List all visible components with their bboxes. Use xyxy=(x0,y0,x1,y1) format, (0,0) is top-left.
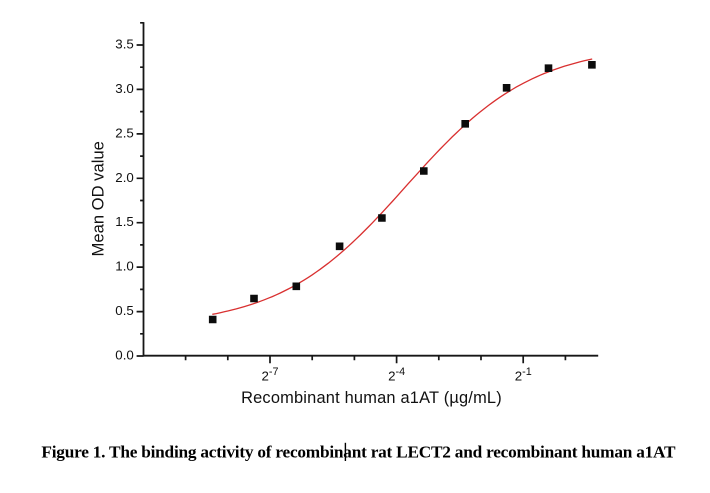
svg-text:3.0: 3.0 xyxy=(115,81,134,96)
svg-text:Recombinant human a1AT (µg/mL): Recombinant human a1AT (µg/mL) xyxy=(241,389,502,407)
svg-text:1.5: 1.5 xyxy=(115,214,134,229)
svg-text:3.5: 3.5 xyxy=(115,37,134,52)
svg-text:Figure 1. The binding activity: Figure 1. The binding activity of recomb… xyxy=(41,442,676,461)
svg-text:0.0: 0.0 xyxy=(115,348,134,363)
svg-text:1.0: 1.0 xyxy=(115,259,134,274)
svg-text:2.0: 2.0 xyxy=(115,170,134,185)
svg-text:0.5: 0.5 xyxy=(115,303,134,318)
svg-text:Mean OD value: Mean OD value xyxy=(88,141,107,256)
svg-text:2.5: 2.5 xyxy=(115,125,134,140)
